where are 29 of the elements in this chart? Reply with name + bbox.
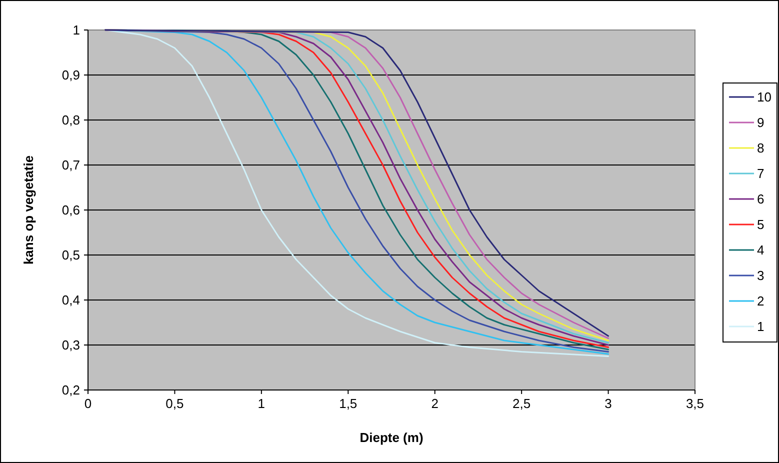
legend-label: 10 — [757, 90, 772, 105]
legend-label: 4 — [757, 242, 764, 258]
legend-label: 8 — [757, 140, 764, 156]
legend-label: 9 — [757, 115, 764, 130]
x-tick-label: 1 — [258, 396, 266, 411]
x-tick-label: 0 — [84, 396, 92, 411]
legend-label: 2 — [757, 294, 764, 309]
y-tick-label: 1 — [72, 22, 80, 38]
y-axis-title: kans op vegetatie — [21, 155, 36, 265]
legend-label: 3 — [757, 268, 764, 284]
x-tick-label: 3 — [604, 396, 612, 411]
y-tick-label: 0,5 — [62, 248, 80, 263]
x-tick-label: 2,5 — [512, 396, 531, 411]
y-tick-label: 0,7 — [62, 158, 80, 173]
y-tick-label: 0,2 — [62, 382, 80, 398]
y-tick-label: 0,3 — [62, 338, 80, 353]
x-axis-title: Diepte (m) — [360, 430, 424, 445]
legend-label: 1 — [757, 319, 764, 334]
y-tick-label: 0,8 — [62, 112, 80, 128]
legend-label: 6 — [757, 192, 764, 207]
x-tick-label: 1,5 — [339, 396, 358, 411]
legend-label: 5 — [757, 217, 764, 232]
y-tick-label: 0,6 — [62, 202, 80, 218]
y-tick-label: 0,4 — [62, 292, 80, 308]
y-tick-label: 0,9 — [62, 68, 80, 83]
x-tick-label: 3,5 — [686, 396, 704, 411]
x-tick-label: 0,5 — [166, 396, 184, 411]
x-tick-label: 2 — [431, 396, 438, 411]
legend-label: 7 — [757, 166, 764, 182]
